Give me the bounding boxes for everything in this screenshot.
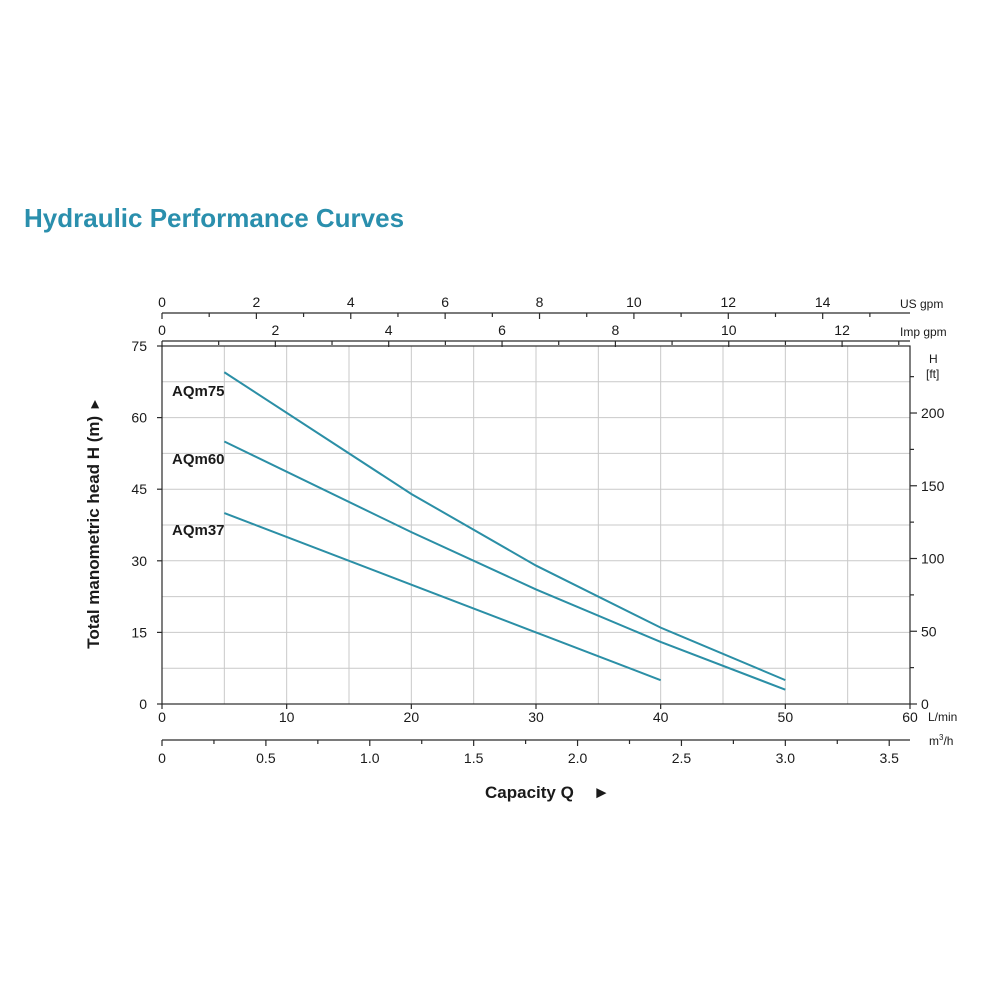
- series-label-aqm75: AQm75: [172, 383, 225, 400]
- x-tick-label: 20: [404, 709, 420, 725]
- m3h-tick-label: 1.0: [360, 750, 380, 766]
- m3h-tick-label: 3.5: [879, 750, 899, 766]
- y-tick-label: 75: [131, 338, 147, 354]
- us-gpm-tick-label: 2: [252, 294, 260, 310]
- series-label-aqm60: AQm60: [172, 451, 225, 468]
- x-tick-label: 0: [158, 709, 166, 725]
- us-gpm-tick-label: 4: [347, 294, 355, 310]
- imp-gpm-tick-label: 6: [498, 322, 506, 338]
- x-unit-label: L/min: [928, 710, 957, 724]
- us-gpm-tick-label: 8: [536, 294, 544, 310]
- x-axis-title: Capacity Q: [485, 783, 574, 802]
- ft-unit-top: H: [929, 352, 938, 366]
- imp-gpm-tick-label: 8: [611, 322, 619, 338]
- imp-gpm-tick-label: 0: [158, 322, 166, 338]
- m3h-tick-label: 2.0: [568, 750, 588, 766]
- ft-tick-label: 200: [921, 405, 945, 421]
- series-label-aqm37: AQm37: [172, 522, 225, 539]
- us-gpm-tick-label: 0: [158, 294, 166, 310]
- imp-gpm-tick-label: 4: [385, 322, 393, 338]
- m3h-tick-label: 0.5: [256, 750, 276, 766]
- m3h-tick-label: 1.5: [464, 750, 484, 766]
- imp-gpm-tick-label: 2: [271, 322, 279, 338]
- y-tick-label: 30: [131, 553, 147, 569]
- ft-tick-label: 150: [921, 478, 945, 494]
- x-tick-label: 50: [778, 709, 794, 725]
- x-tick-label: 40: [653, 709, 669, 725]
- curve-aqm75: [223, 371, 786, 682]
- ft-tick-label: 50: [921, 623, 937, 639]
- m3h-tick-label: 0: [158, 750, 166, 766]
- x-axis-arrow: ►: [593, 783, 610, 802]
- y-axis-title: Total manometric head H (m) ►: [84, 397, 103, 649]
- us-gpm-unit-label: US gpm: [900, 297, 943, 311]
- imp-gpm-tick-label: 10: [721, 322, 737, 338]
- us-gpm-tick-label: 10: [626, 294, 642, 310]
- curve-aqm37: [223, 512, 662, 682]
- imp-gpm-tick-label: 12: [834, 322, 850, 338]
- y-tick-label: 45: [131, 481, 147, 497]
- m3h-tick-label: 3.0: [776, 750, 796, 766]
- imp-gpm-unit-label: Imp gpm: [900, 325, 947, 339]
- us-gpm-tick-label: 14: [815, 294, 831, 310]
- us-gpm-tick-label: 6: [441, 294, 449, 310]
- ft-tick-label: 100: [921, 551, 945, 567]
- us-gpm-tick-label: 12: [721, 294, 737, 310]
- chart-series: [223, 371, 786, 691]
- x-tick-label: 30: [528, 709, 544, 725]
- x-tick-label: 10: [279, 709, 295, 725]
- page-title: Hydraulic Performance Curves: [24, 203, 405, 233]
- chart-axes: [157, 312, 917, 746]
- x-tick-label: 60: [902, 709, 918, 725]
- m3h-unit-label: m3/h: [929, 733, 953, 748]
- chart-grid: [162, 346, 910, 704]
- ft-tick-label: 0: [921, 696, 929, 712]
- ft-unit-bottom: [ft]: [926, 367, 939, 381]
- y-tick-label: 60: [131, 410, 147, 426]
- curve-aqm60: [223, 440, 786, 691]
- y-tick-label: 15: [131, 624, 147, 640]
- m3h-tick-label: 2.5: [672, 750, 692, 766]
- y-tick-label: 0: [139, 696, 147, 712]
